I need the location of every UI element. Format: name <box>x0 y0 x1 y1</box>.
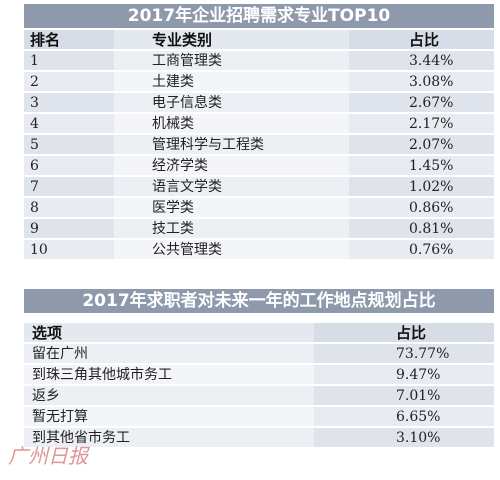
table-row: 7 语言文学类 1.02% <box>24 177 494 198</box>
table-row: 暂无打算 6.65% <box>24 407 494 428</box>
table-header-row: 选项 占比 <box>24 323 494 344</box>
category-cell: 电子信息类 <box>114 93 349 114</box>
share-cell: 2.07% <box>349 135 494 156</box>
category-cell: 土建类 <box>114 72 349 93</box>
category-cell: 管理科学与工程类 <box>114 135 349 156</box>
rank-cell: 3 <box>24 93 114 114</box>
header-rank: 排名 <box>24 30 114 51</box>
table-row: 4 机械类 2.17% <box>24 114 494 135</box>
table-row: 3 电子信息类 2.67% <box>24 93 494 114</box>
work-location-table: 2017年求职者对未来一年的工作地点规划占比 选项 占比 留在广州 73.77% 到… <box>24 289 494 449</box>
table-row: 6 经济学类 1.45% <box>24 156 494 177</box>
table-row: 5 管理科学与工程类 2.07% <box>24 135 494 156</box>
share-cell: 1.45% <box>349 156 494 177</box>
rank-cell: 5 <box>24 135 114 156</box>
rank-cell: 10 <box>24 240 114 261</box>
header-share: 占比 <box>349 30 494 51</box>
option-cell: 留在广州 <box>24 344 314 365</box>
share-cell: 0.81% <box>349 219 494 240</box>
category-cell: 经济学类 <box>114 156 349 177</box>
table-row: 2 土建类 3.08% <box>24 72 494 93</box>
share-cell: 0.86% <box>349 198 494 219</box>
option-cell: 暂无打算 <box>24 407 314 428</box>
table-row: 到其他省市务工 3.10% <box>24 428 494 449</box>
header-option: 选项 <box>24 323 314 344</box>
rank-cell: 6 <box>24 156 114 177</box>
table-title: 2017年企业招聘需求专业TOP10 <box>24 4 494 30</box>
rank-cell: 4 <box>24 114 114 135</box>
category-cell: 语言文学类 <box>114 177 349 198</box>
rank-cell: 9 <box>24 219 114 240</box>
share-cell: 1.02% <box>349 177 494 198</box>
share-cell: 73.77% <box>314 344 494 365</box>
share-cell: 3.10% <box>314 428 494 449</box>
table-row: 10 公共管理类 0.76% <box>24 240 494 261</box>
top10-majors-table: 2017年企业招聘需求专业TOP10 排名 专业类别 占比 1 工商管理类 3.44… <box>24 4 494 261</box>
header-category: 专业类别 <box>114 30 349 51</box>
table-title: 2017年求职者对未来一年的工作地点规划占比 <box>24 289 494 315</box>
rank-cell: 1 <box>24 51 114 72</box>
header-share: 占比 <box>314 323 494 344</box>
share-cell: 3.08% <box>349 72 494 93</box>
option-cell: 到其他省市务工 <box>24 428 314 449</box>
share-cell: 7.01% <box>314 386 494 407</box>
option-cell: 到珠三角其他城市务工 <box>24 365 314 386</box>
share-cell: 2.17% <box>349 114 494 135</box>
table-header-row: 排名 专业类别 占比 <box>24 30 494 51</box>
table-row: 返乡 7.01% <box>24 386 494 407</box>
share-cell: 0.76% <box>349 240 494 261</box>
table-row: 9 技工类 0.81% <box>24 219 494 240</box>
table-row: 到珠三角其他城市务工 9.47% <box>24 365 494 386</box>
share-cell: 9.47% <box>314 365 494 386</box>
category-cell: 公共管理类 <box>114 240 349 261</box>
watermark-site: image.com.cn <box>360 452 438 465</box>
category-cell: 技工类 <box>114 219 349 240</box>
category-cell: 医学类 <box>114 198 349 219</box>
table-row: 留在广州 73.77% <box>24 344 494 365</box>
category-cell: 机械类 <box>114 114 349 135</box>
table-row: 1 工商管理类 3.44% <box>24 51 494 72</box>
rank-cell: 8 <box>24 198 114 219</box>
category-cell: 工商管理类 <box>114 51 349 72</box>
option-cell: 返乡 <box>24 386 314 407</box>
table-row: 8 医学类 0.86% <box>24 198 494 219</box>
share-cell: 2.67% <box>349 93 494 114</box>
share-cell: 6.65% <box>314 407 494 428</box>
rank-cell: 2 <box>24 72 114 93</box>
watermark-logo: 广州日报 <box>8 444 88 468</box>
share-cell: 3.44% <box>349 51 494 72</box>
rank-cell: 7 <box>24 177 114 198</box>
